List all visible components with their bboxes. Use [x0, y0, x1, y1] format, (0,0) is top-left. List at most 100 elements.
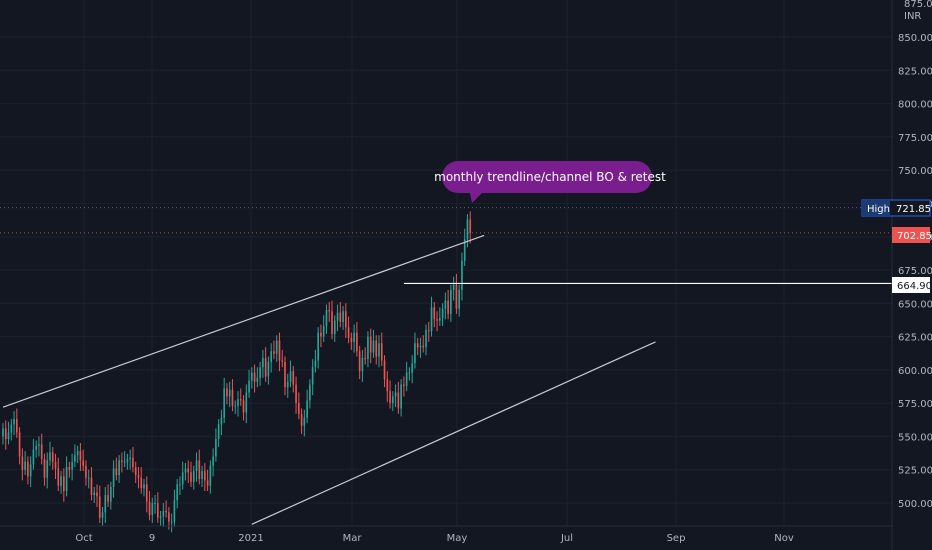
candle-up[interactable] — [333, 315, 336, 342]
candle-up[interactable] — [87, 469, 90, 489]
candle-up[interactable] — [248, 369, 250, 398]
candle-up[interactable] — [29, 456, 32, 488]
candle-up[interactable] — [212, 448, 214, 477]
candle-up[interactable] — [129, 449, 132, 470]
candle-up[interactable] — [444, 292, 447, 320]
candle-up[interactable] — [32, 439, 35, 470]
candle-down[interactable] — [292, 365, 295, 393]
candle-up[interactable] — [126, 453, 129, 470]
candle-down[interactable] — [226, 383, 228, 405]
candle-up[interactable] — [217, 419, 220, 448]
candle-up[interactable] — [309, 379, 311, 409]
candle-up[interactable] — [361, 349, 364, 382]
candle-down[interactable] — [416, 337, 419, 356]
candle-up[interactable] — [342, 305, 344, 330]
candle-down[interactable] — [339, 301, 342, 328]
candle-up[interactable] — [215, 428, 217, 462]
candle-down[interactable] — [297, 392, 300, 420]
candle-down[interactable] — [386, 371, 389, 402]
candle-up[interactable] — [438, 307, 441, 326]
candle-up[interactable] — [314, 349, 317, 373]
candle-down[interactable] — [369, 328, 372, 364]
candle-down[interactable] — [4, 420, 7, 450]
candle-down[interactable] — [62, 468, 65, 502]
candle-down[interactable] — [284, 356, 286, 396]
candle-up[interactable] — [411, 355, 414, 384]
candle-down[interactable] — [85, 460, 87, 486]
candle-up[interactable] — [234, 400, 237, 414]
candle-up[interactable] — [24, 451, 26, 476]
candle-up[interactable] — [259, 361, 261, 386]
candle-up[interactable] — [154, 495, 156, 514]
candle-down[interactable] — [422, 335, 425, 353]
candle-up[interactable] — [237, 391, 239, 417]
candle-up[interactable] — [209, 460, 212, 494]
candle-up[interactable] — [104, 487, 107, 523]
candle-down[interactable] — [397, 381, 400, 414]
candle-down[interactable] — [198, 449, 201, 485]
candle-up[interactable] — [184, 463, 187, 481]
candle-down[interactable] — [82, 449, 85, 472]
candle-up[interactable] — [170, 513, 173, 533]
candle-up[interactable] — [450, 284, 452, 322]
candle-up[interactable] — [458, 284, 461, 317]
candle-down[interactable] — [455, 273, 458, 314]
candle-up[interactable] — [419, 337, 422, 358]
candle-up[interactable] — [391, 391, 394, 412]
candle-up[interactable] — [181, 461, 184, 490]
candle-up[interactable] — [112, 460, 115, 498]
candle-down[interactable] — [90, 467, 93, 501]
candle-up[interactable] — [101, 506, 104, 526]
candle-up[interactable] — [275, 335, 278, 362]
candle-up[interactable] — [179, 476, 181, 496]
candle-down[interactable] — [21, 448, 24, 481]
candle-up[interactable] — [286, 373, 289, 398]
candle-down[interactable] — [68, 461, 71, 478]
candle-up[interactable] — [325, 304, 328, 334]
candle-up[interactable] — [195, 452, 198, 482]
candle-down[interactable] — [436, 311, 438, 332]
candle-down[interactable] — [134, 461, 137, 484]
candle-up[interactable] — [336, 304, 339, 332]
candle-up[interactable] — [38, 436, 40, 457]
candle-down[interactable] — [383, 355, 386, 388]
candle-down[interactable] — [121, 452, 123, 473]
candle-up[interactable] — [223, 377, 226, 424]
candle-up[interactable] — [256, 367, 259, 388]
candle-down[interactable] — [57, 457, 60, 492]
candle-down[interactable] — [350, 332, 353, 350]
candle-up[interactable] — [322, 315, 325, 342]
candle-down[interactable] — [273, 340, 275, 360]
candle-down[interactable] — [344, 303, 347, 338]
candle-up[interactable] — [76, 445, 79, 464]
candle-down[interactable] — [358, 345, 361, 380]
candle-down[interactable] — [18, 427, 21, 465]
candle-up[interactable] — [192, 465, 195, 490]
candle-up[interactable] — [289, 360, 292, 388]
candle-up[interactable] — [367, 331, 369, 368]
candle-down[interactable] — [96, 484, 98, 507]
candle-up[interactable] — [35, 440, 38, 458]
candle-down[interactable] — [115, 457, 118, 481]
candle-down[interactable] — [187, 460, 190, 484]
candle-down[interactable] — [356, 321, 358, 357]
candle-down[interactable] — [231, 379, 234, 412]
candle-down[interactable] — [156, 492, 159, 523]
candle-down[interactable] — [427, 321, 430, 342]
candle-up[interactable] — [461, 252, 463, 301]
candle-down[interactable] — [253, 364, 256, 393]
candle-up[interactable] — [303, 409, 306, 437]
candle-down[interactable] — [320, 324, 322, 348]
candle-down[interactable] — [98, 485, 101, 523]
candle-up[interactable] — [400, 379, 402, 417]
candle-up[interactable] — [2, 423, 4, 445]
candle-down[interactable] — [375, 335, 378, 365]
candle-down[interactable] — [300, 408, 303, 434]
candle-up[interactable] — [13, 411, 15, 436]
candle-down[interactable] — [347, 316, 350, 344]
candle-up[interactable] — [7, 421, 10, 445]
candle-up[interactable] — [65, 456, 68, 497]
candle-down[interactable] — [15, 408, 18, 438]
candle-down[interactable] — [389, 380, 391, 409]
